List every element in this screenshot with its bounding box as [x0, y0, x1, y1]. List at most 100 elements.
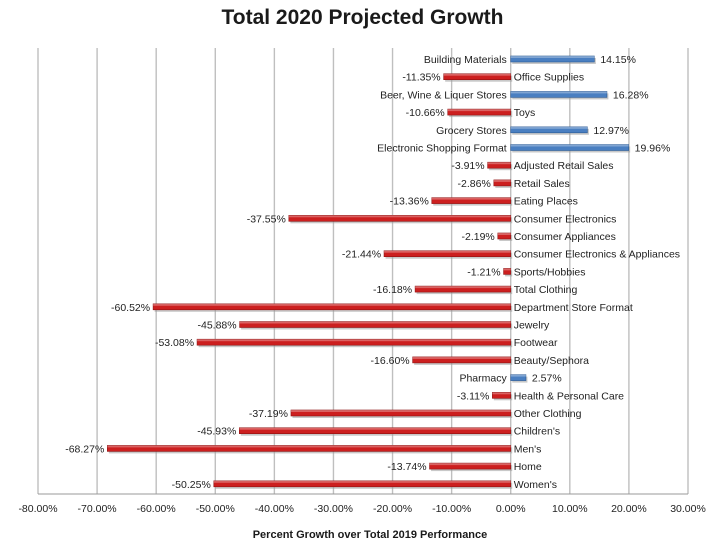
bar	[288, 215, 512, 222]
value-label: 16.28%	[613, 89, 649, 101]
value-label: -68.27%	[65, 443, 104, 455]
category-label: Pharmacy	[459, 373, 507, 385]
bar	[443, 73, 512, 80]
category-label: Jewelry	[514, 320, 550, 332]
category-label: Other Clothing	[514, 408, 582, 420]
bar	[383, 250, 512, 257]
x-tick-label: 0.00%	[496, 503, 526, 515]
x-tick-label: -10.00%	[432, 503, 471, 515]
labels: Building Materials 14.15% Office Supplies -…	[65, 54, 680, 491]
x-tick-label: 30.00%	[670, 503, 706, 515]
value-label: -53.08%	[155, 337, 194, 349]
value-label: -60.52%	[111, 302, 150, 314]
category-label: Consumer Electronics & Appliances	[514, 249, 680, 261]
bar-highlight	[290, 410, 511, 412]
bar	[431, 197, 512, 204]
bar-highlight	[443, 73, 511, 76]
bar	[510, 374, 527, 381]
value-label: -2.86%	[458, 178, 491, 190]
category-label: Retail Sales	[514, 178, 570, 190]
value-label: -1.21%	[467, 266, 500, 278]
value-label: -3.11%	[457, 390, 490, 402]
bar-highlight	[415, 286, 511, 289]
bar	[510, 144, 629, 151]
category-label: Sports/Hobbies	[514, 266, 586, 278]
category-label: Grocery Stores	[436, 125, 507, 137]
value-label: -3.91%	[451, 160, 484, 172]
bar-highlight	[510, 126, 588, 129]
bar-highlight	[503, 268, 511, 271]
bar	[414, 285, 512, 293]
bar-highlight	[429, 463, 511, 466]
category-label: Toys	[514, 107, 536, 119]
value-label: -2.19%	[462, 231, 495, 243]
x-axis-title: Percent Growth over Total 2019 Performan…	[252, 529, 488, 541]
bar-highlight	[493, 179, 511, 182]
bar	[213, 480, 512, 488]
bar	[510, 126, 588, 134]
bar	[510, 55, 595, 63]
x-axis-ticks: -80.00% -70.00% -60.00% -50.00% -40.00% -30.0…	[18, 503, 705, 515]
bar-highlight	[447, 109, 511, 112]
x-tick-label: -60.00%	[137, 503, 176, 515]
bar-highlight	[197, 339, 511, 342]
bars	[107, 55, 631, 489]
value-label: -21.44%	[342, 249, 381, 261]
gridlines	[37, 48, 689, 495]
value-label: -10.66%	[406, 107, 445, 119]
bar	[497, 232, 512, 240]
bar	[492, 391, 512, 399]
value-label: -11.35%	[402, 72, 440, 84]
x-tick-label: 20.00%	[611, 503, 647, 515]
value-label: -16.60%	[371, 355, 410, 367]
category-label: Children's	[514, 426, 560, 438]
value-label: 14.15%	[600, 54, 636, 66]
bar	[429, 462, 512, 470]
category-label: Adjusted Retail Sales	[514, 160, 614, 172]
value-label: 2.57%	[532, 373, 562, 385]
category-label: Men's	[514, 443, 542, 455]
x-tick-label: -30.00%	[314, 503, 353, 515]
category-label: Consumer Electronics	[514, 213, 617, 225]
bar-highlight	[239, 427, 511, 430]
bar-highlight	[412, 356, 511, 359]
category-label: Electronic Shopping Format	[377, 143, 507, 155]
category-label: Department Store Format	[514, 302, 633, 314]
category-label: Health & Personal Care	[514, 390, 624, 402]
category-label: Beer, Wine & Liquer Stores	[380, 89, 507, 101]
bar-highlight	[510, 91, 607, 94]
x-tick-label: -70.00%	[78, 503, 117, 515]
value-label: -45.93%	[197, 426, 236, 438]
value-label: -45.88%	[198, 320, 237, 332]
bar-highlight	[288, 215, 511, 218]
category-label: Home	[514, 461, 542, 473]
value-label: -37.55%	[247, 213, 286, 225]
x-tick-label: -80.00%	[18, 503, 57, 515]
bar-highlight	[384, 250, 511, 253]
category-label: Consumer Appliances	[514, 231, 616, 243]
bar	[196, 338, 512, 346]
bar	[239, 321, 512, 328]
x-tick-label: -20.00%	[373, 503, 412, 515]
bar	[239, 427, 512, 435]
bar	[107, 445, 512, 452]
bar	[503, 268, 512, 275]
bar-highlight	[107, 445, 511, 448]
bar-highlight	[239, 321, 511, 324]
bar-highlight	[213, 480, 511, 483]
value-label: -13.36%	[390, 196, 429, 208]
bar-highlight	[431, 197, 511, 200]
bar-highlight	[510, 374, 526, 377]
bar	[510, 91, 608, 98]
bar	[412, 356, 512, 364]
category-label: Beauty/Sephora	[514, 355, 589, 367]
bar-highlight	[510, 144, 629, 147]
x-tick-label: -50.00%	[196, 503, 235, 515]
bar-highlight	[487, 162, 511, 165]
value-label: -13.74%	[387, 461, 426, 473]
category-label: Total Clothing	[514, 284, 578, 296]
x-tick-label: 10.00%	[552, 503, 588, 515]
category-label: Office Supplies	[514, 72, 584, 84]
bar	[152, 303, 512, 311]
